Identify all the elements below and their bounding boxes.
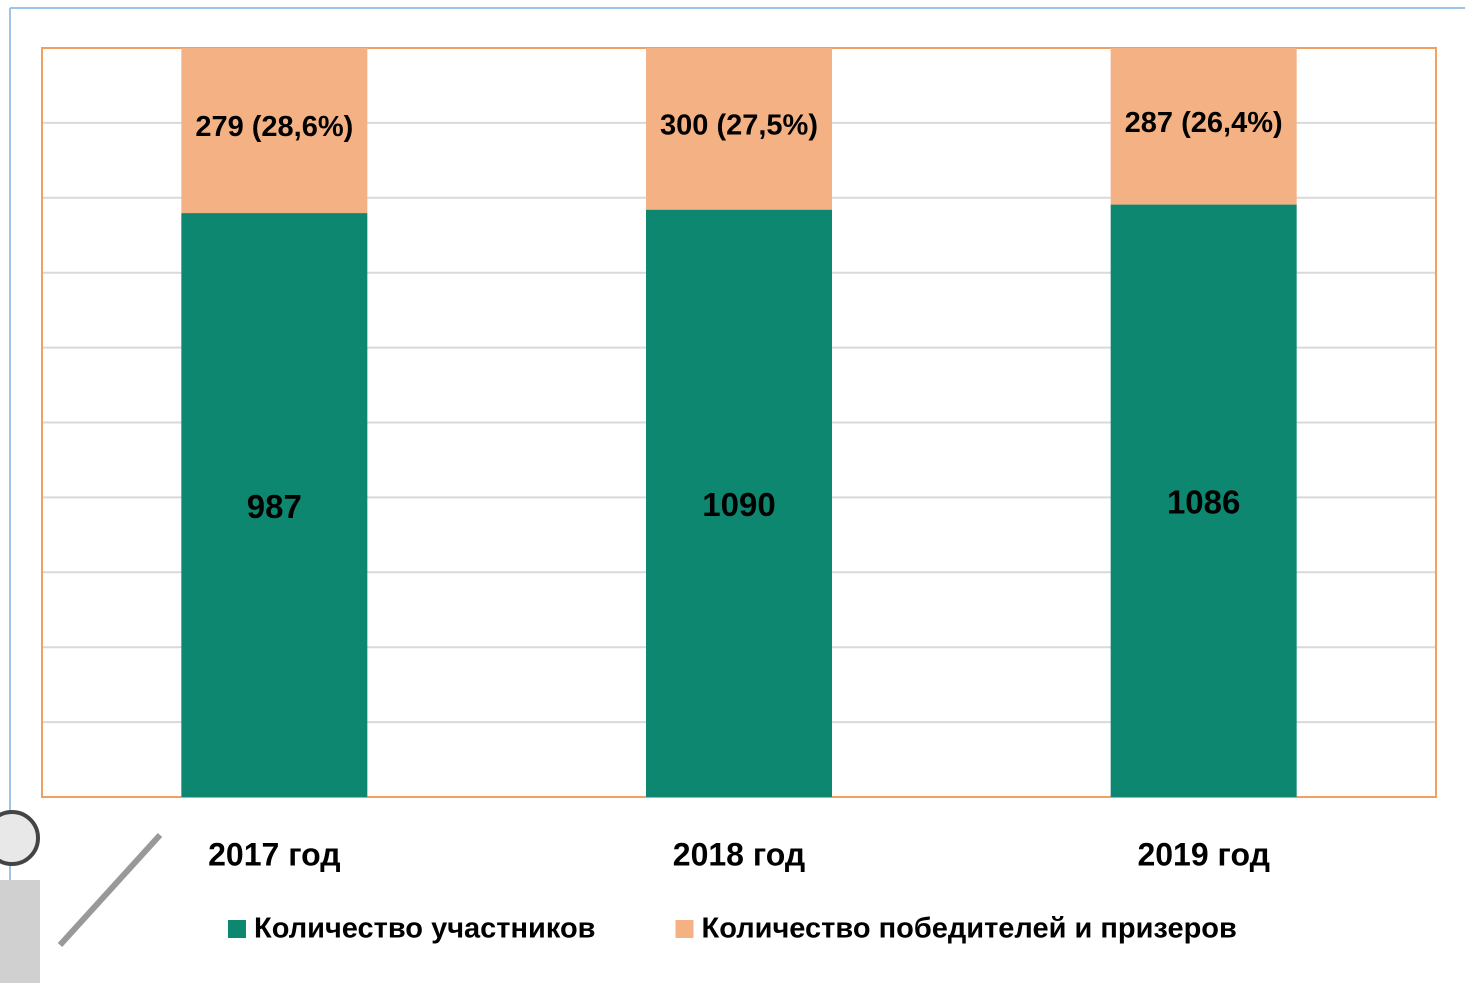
pointer-figure — [0, 812, 160, 983]
x-tick-label: 2019 год — [1137, 836, 1269, 872]
page: 2017 год 987 279 (28,6%) 2018 год 1090 300 (2… — [0, 0, 1465, 983]
figure-body — [0, 880, 40, 983]
legend-swatch — [228, 920, 246, 938]
data-label: 1090 — [702, 486, 775, 523]
data-label: 987 — [247, 488, 302, 525]
chart: 2017 год 987 279 (28,6%) 2018 год 1090 300 (2… — [0, 0, 1465, 983]
figure-head — [0, 812, 38, 864]
data-label: 287 (26,4%) — [1125, 107, 1283, 139]
data-label: 1086 — [1167, 484, 1240, 521]
x-tick-label: 2018 год — [673, 836, 805, 872]
legend-swatch — [676, 920, 694, 938]
x-tick-label: 2017 год — [208, 836, 340, 872]
legend-label: Количество победителей и призеров — [702, 913, 1237, 945]
legend-label: Количество участников — [254, 913, 596, 945]
data-label: 300 (27,5%) — [660, 109, 818, 141]
figure-pointer — [60, 835, 160, 945]
data-label: 279 (28,6%) — [195, 111, 353, 143]
